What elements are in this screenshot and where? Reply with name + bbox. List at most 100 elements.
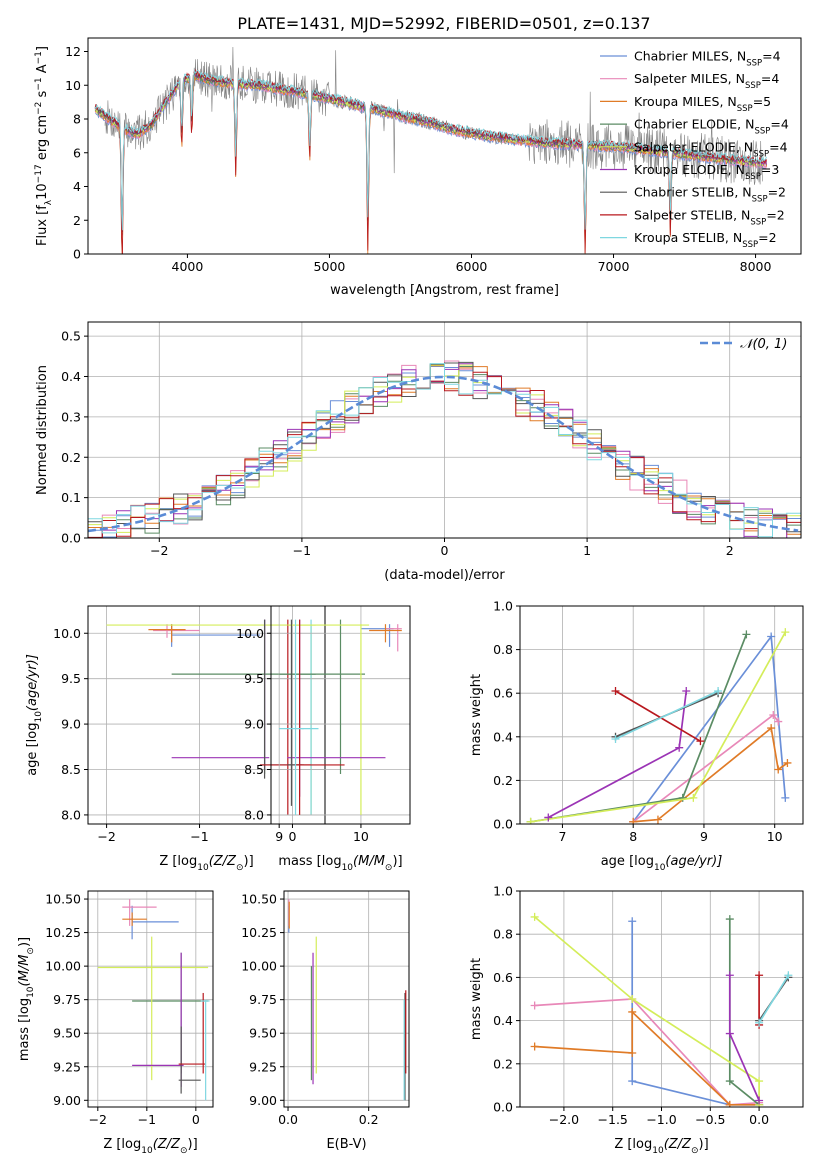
mass-vs-z-frame [87,890,214,1108]
massweight-vs-age-xlabel: age [log10(age/yr)] [601,854,723,873]
series-point [530,912,539,921]
series-kroupa-stelib [755,971,793,1027]
series-line [758,974,790,1024]
errorbar-chabrier-elodie [171,619,316,775]
legend-label: Salpeter MILES, NSSP=4 [634,71,779,91]
residuals-ytick-label: 0.5 [61,329,81,344]
series-kroupa-elodie [725,971,764,1105]
series-point [769,711,778,719]
age-vs-mass-ytick-label: 8.0 [244,807,264,822]
errorbar-chabrier-stelib [404,992,406,1101]
mass-vs-z-ytick-label: 9.00 [53,1093,81,1108]
mass-vs-ebv-xlabel: E(B-V) [326,1137,366,1152]
massweight-vs-age-ytick-label: 0.8 [493,642,513,657]
spectrum-xtick-label: 7000 [598,259,630,274]
errorbar-kroupa-miles [369,624,402,643]
series-line [728,975,760,1101]
series-point [682,687,691,696]
massweight-vs-z-xtick-label: 0.0 [749,1112,769,1127]
mass-vs-ebv-ytick-label: 9.75 [249,992,277,1007]
residuals-xtick-label: −2 [150,543,168,558]
spectrum-legend-entry-kroupa-elodie: Kroupa ELODIE, NSSP=3 [600,162,779,182]
mass-vs-ebv-panel: 0.0 0.2 9.00 9.25 9.50 9.75 10.00 10.25 10.50 E(B… [241,890,410,1152]
age-vs-z-xlabel: Z [log10(Z/Z⊙)] [159,854,253,873]
errorbar-chabrier-stelib [178,1026,201,1094]
massweight-vs-age-ytick-label: 0.6 [493,686,513,701]
massweight-vs-age-plot-area [526,628,792,824]
mass-vs-ebv-ytick-label: 9.25 [249,1059,277,1074]
errorbar-salpeter-miles [385,624,402,652]
errorbar-salpeter-miles [122,899,157,926]
series-point [628,1077,637,1086]
mass-vs-z-panel: −2 −1 0 9.00 9.25 9.50 9.75 10.00 10.25 10.50 Z [l… [17,890,214,1156]
spectrum-ytick-label: 6 [73,145,81,160]
massweight-vs-z-xlabel: Z [log10(Z/Z⊙)] [614,1137,708,1156]
spectrum-legend-entry-chabrier-miles: Chabrier MILES, NSSP=4 [600,49,781,69]
spectrum-xtick-label: 8000 [740,259,772,274]
series-point [774,717,783,726]
spectrum-plot-area [94,46,767,254]
mass-vs-ebv-ytick-label: 10.50 [241,892,277,907]
series-point [530,1042,539,1051]
series-point [725,1029,734,1038]
errorbar-chabrier-miles [360,624,394,647]
age-vs-z-xtick-label: −2 [97,829,115,844]
age-vs-z-xtick-label: −1 [190,829,208,844]
age-vs-z-ytick-label: 8.5 [61,762,81,777]
series-point [689,793,698,802]
age-vs-mass-ytick-label: 10.0 [236,626,264,641]
series-line [534,916,760,1105]
errorbar-salpeter-elodie [287,624,370,815]
spectrum-ytick-label: 10 [65,78,81,93]
massweight-vs-age-xtick-label: 7 [558,829,566,844]
series-line [728,919,760,1106]
age-vs-mass-xtick-label: 9 [275,829,283,844]
errorbar-salpeter-stelib [178,992,206,1074]
series-point [755,1096,764,1105]
spectrum-legend-entry-salpeter-elodie: Salpeter ELODIE, NSSP=4 [600,139,788,159]
series-point [784,971,793,980]
errorbar-kroupa-stelib [200,999,210,1101]
massweight-vs-z-ytick-label: 0.6 [493,970,513,985]
mass-vs-ebv-ytick-label: 9.50 [249,1026,277,1041]
series-point [628,1007,637,1016]
spectrum-model-chabrier-miles [95,77,767,236]
mass-vs-z-xtick-label: −2 [89,1112,107,1127]
massweight-vs-z-ytick-label: 1.0 [493,884,513,899]
spectrum-legend-entry-chabrier-elodie: Chabrier ELODIE, NSSP=4 [600,117,789,137]
histogram-kroupa-stelib [88,363,801,538]
age-vs-z-plot-area [106,619,319,815]
series-line [631,921,760,1106]
series-point [755,1018,764,1027]
figure-title: PLATE=1431, MJD=52992, FIBERID=0501, z=0… [237,14,650,33]
errorbar-chabrier-miles [131,905,179,940]
errorbar-salpeter-stelib [405,990,407,1074]
series-line [615,690,719,740]
spectrum-xtick-label: 6000 [456,259,488,274]
mass-vs-ebv-xtick-label: 0.0 [278,1112,298,1127]
residuals-xtick-label: 2 [726,543,734,558]
age-vs-mass-xlabel: mass [log10(M/M⊙)] [278,854,402,873]
age-vs-z-ytick-label: 9.5 [61,671,81,686]
spectrum-ylabel: Flux [fλ10−17 erg cm−2 s−1 A−1] [34,46,54,246]
series-point [781,793,790,802]
residuals-ytick-label: 0.1 [61,490,81,505]
errorbar-salpeter-elodie [106,624,316,815]
series-line [615,690,701,742]
massweight-vs-age-panel: 7 8 9 10 0.0 0.2 0.4 0.6 0.8 1.0 age [log10(age/yr… [469,599,804,873]
spectrum-legend-entry-chabrier-stelib: Chabrier STELIB, NSSP=2 [600,185,786,205]
spectrum-xtick-label: 5000 [314,259,346,274]
series-line [530,631,787,823]
mass-vs-ebv-frame [283,890,410,1108]
errorbar-kroupa-stelib [403,999,405,1101]
series-point [767,724,776,733]
age-vs-z-xtick-label: 0 [288,829,296,844]
mass-vs-ebv-plot-area [288,899,407,1101]
series-line [547,690,688,819]
mass-vs-z-xtick-label: −1 [138,1112,156,1127]
errorbar-kroupa-stelib [301,619,319,815]
massweight-vs-z-panel: −2.0 −1.5 −1.0 −0.5 0.0 0.0 0.2 0.4 0.6 0.8 1.0 Z [… [469,884,804,1156]
age-vs-mass-ytick-label: 9.5 [244,671,264,686]
age-vs-mass-ytick-label: 8.5 [244,762,264,777]
massweight-vs-z-ytick-label: 0.8 [493,927,513,942]
